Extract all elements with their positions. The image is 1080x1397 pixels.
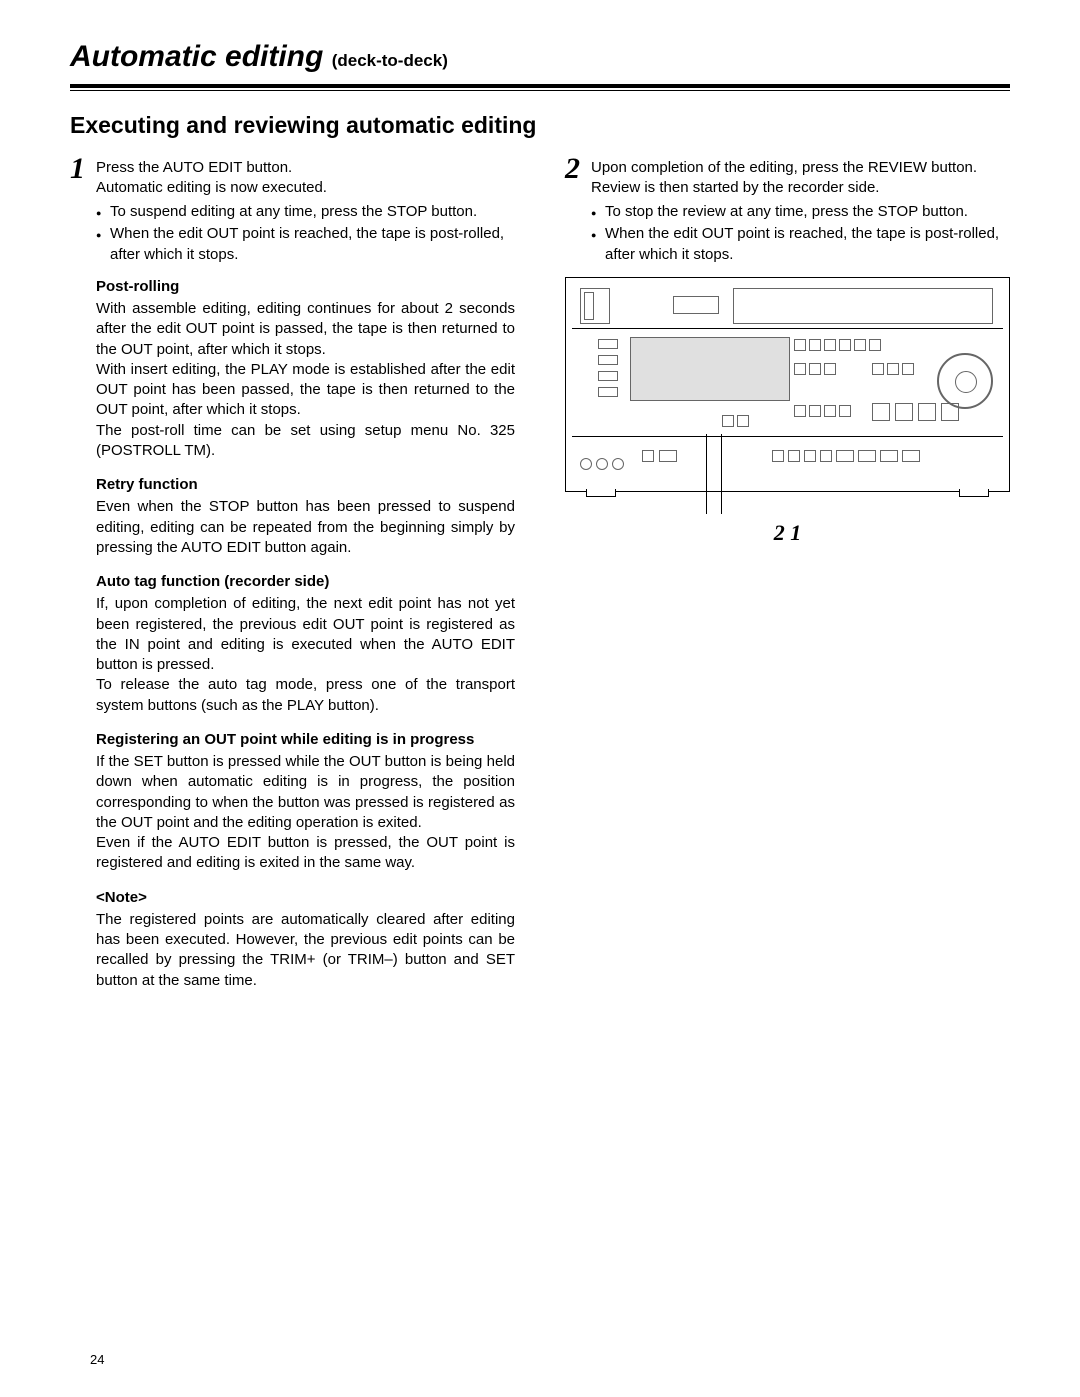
content-columns: 1 Press the AUTO EDIT button. Automatic …: [70, 154, 1010, 1005]
autotag-block: Auto tag function (recorder side) If, up…: [96, 572, 515, 716]
transport-buttons-icon: [872, 403, 959, 421]
power-switch-icon: [580, 288, 610, 324]
cassette-slot-icon: [733, 288, 993, 324]
step-2-bullet: To stop the review at any time, press th…: [591, 202, 1010, 222]
autotag-p2: To release the auto tag mode, press one …: [96, 675, 515, 716]
title-divider: [70, 84, 1010, 88]
step-1: 1 Press the AUTO EDIT button. Automatic …: [70, 154, 515, 267]
left-controls-icon: [578, 335, 624, 431]
autotag-head: Auto tag function (recorder side): [96, 572, 515, 592]
post-rolling-head: Post-rolling: [96, 277, 515, 297]
right-column: 2 Upon completion of the editing, press …: [565, 154, 1010, 1005]
autotag-p1: If, upon completion of editing, the next…: [96, 594, 515, 675]
step-1-bullet: To suspend editing at any time, press th…: [96, 202, 515, 222]
retry-head: Retry function: [96, 475, 515, 495]
section-heading: Executing and reviewing automatic editin…: [70, 112, 540, 140]
step-2-bullets: To stop the review at any time, press th…: [591, 202, 1010, 265]
page-title-sub: (deck-to-deck): [332, 51, 448, 70]
left-column: 1 Press the AUTO EDIT button. Automatic …: [70, 154, 515, 1005]
step-1-bullet: When the edit OUT point is reached, the …: [96, 224, 515, 265]
reg-out-p2: Even if the AUTO EDIT button is pressed,…: [96, 833, 515, 874]
note-p1: The registered points are automatically …: [96, 910, 515, 991]
step-1-number: 1: [70, 154, 96, 267]
step-2-line2: Review is then started by the recorder s…: [591, 178, 1010, 198]
post-rolling-p2: With insert editing, the PLAY mode is es…: [96, 360, 515, 421]
reg-out-p1: If the SET button is pressed while the O…: [96, 752, 515, 833]
step-2-number: 2: [565, 154, 591, 267]
page-title: Automatic editing (deck-to-deck): [70, 40, 1010, 74]
step-2-bullet: When the edit OUT point is reached, the …: [591, 224, 1010, 265]
step-1-line1: Press the AUTO EDIT button.: [96, 158, 515, 178]
post-rolling-p3: The post-roll time can be set using setu…: [96, 421, 515, 462]
reg-out-block: Registering an OUT point while editing i…: [96, 730, 515, 874]
note-block: <Note> The registered points are automat…: [96, 888, 515, 991]
display-panel-icon: [630, 337, 790, 401]
page-number: 24: [90, 1352, 104, 1367]
step-2-body: Upon completion of the editing, press th…: [591, 154, 1010, 267]
diagram-callouts: 2 1: [565, 520, 1010, 546]
callout-pointer-1: [721, 434, 722, 514]
post-rolling-p1: With assemble editing, editing continues…: [96, 299, 515, 360]
retry-block: Retry function Even when the STOP button…: [96, 475, 515, 558]
step-1-bullets: To suspend editing at any time, press th…: [96, 202, 515, 265]
callout-pointer-2: [706, 434, 707, 514]
step-1-line2: Automatic editing is now executed.: [96, 178, 515, 198]
retry-p1: Even when the STOP button has been press…: [96, 497, 515, 558]
post-rolling-block: Post-rolling With assemble editing, edit…: [96, 277, 515, 461]
step-2: 2 Upon completion of the editing, press …: [565, 154, 1010, 267]
jog-dial-icon: [937, 353, 993, 409]
step-2-line1: Upon completion of the editing, press th…: [591, 158, 1010, 178]
step-1-body: Press the AUTO EDIT button. Automatic ed…: [96, 154, 515, 267]
device-diagram: [565, 277, 1010, 492]
eject-slot-icon: [673, 296, 719, 314]
page-title-main: Automatic editing: [70, 40, 323, 73]
reg-out-head: Registering an OUT point while editing i…: [96, 730, 515, 750]
note-head: <Note>: [96, 888, 515, 908]
